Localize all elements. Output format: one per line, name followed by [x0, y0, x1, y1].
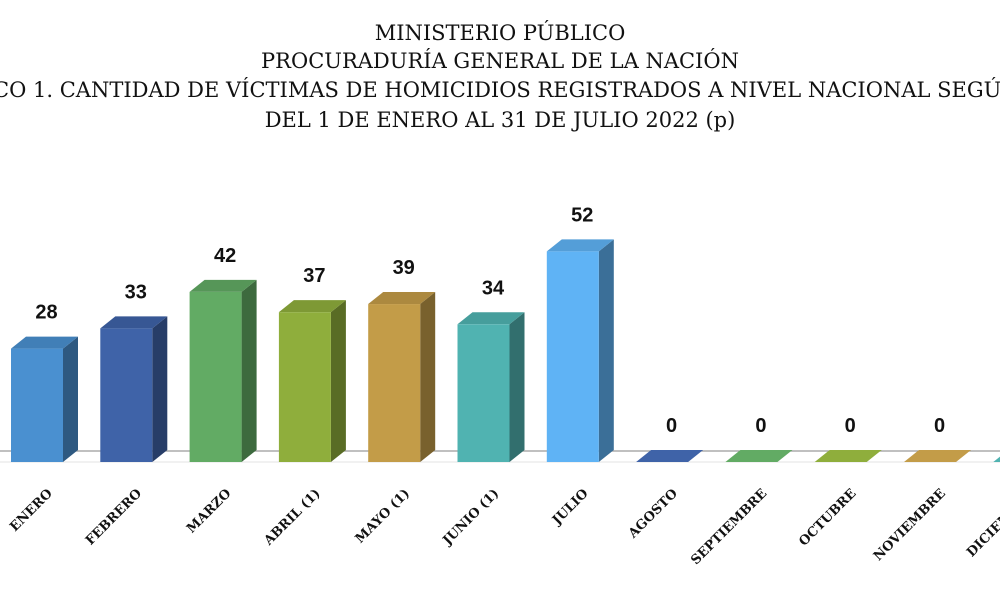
bar-flat: [904, 450, 971, 462]
category-label: ENERO: [7, 486, 56, 535]
bar-7: [546, 239, 614, 462]
bar-side: [330, 300, 346, 462]
title-line-1: MINISTERIO PÚBLICO: [375, 20, 626, 45]
title-line-2: PROCURADURÍA GENERAL DE LA NACIÓN: [261, 48, 739, 73]
category-label: OCTUBRE: [796, 486, 859, 549]
chart-title: MINISTERIO PÚBLICO PROCURADURÍA GENERAL …: [0, 20, 1000, 132]
category-label: MAYO (1): [353, 486, 413, 546]
category-label: MARZO: [184, 486, 234, 536]
bar-3: [189, 279, 257, 462]
value-label: 42: [214, 245, 236, 267]
category-label: FEBRERO: [83, 486, 145, 548]
category-label: JULIO: [549, 486, 591, 528]
bar-front: [278, 312, 331, 462]
bar-top: [189, 279, 257, 292]
category-label: DICIEMBRE: [964, 486, 1000, 560]
category-label: NOVIEMBRE: [871, 486, 949, 564]
bar-6: [457, 312, 525, 462]
bar-top: [100, 316, 168, 329]
value-label: 34: [482, 277, 505, 299]
bar-side: [241, 279, 257, 462]
value-label: 0: [666, 415, 677, 437]
bar-side: [598, 239, 614, 462]
bar-11: [904, 450, 971, 462]
bar-4: [278, 300, 346, 462]
category-label: SEPTIEMBRE: [688, 486, 770, 568]
bar-top: [11, 336, 78, 349]
title-line-3: GRÁFICO 1. CANTIDAD DE VÍCTIMAS DE HOMIC…: [0, 77, 1000, 102]
value-label: 37: [303, 265, 325, 287]
bar-side: [152, 316, 168, 462]
value-label: 0: [755, 415, 766, 437]
bar-5: [368, 292, 436, 462]
bar-front: [100, 328, 153, 462]
bar-front: [368, 304, 421, 462]
category-labels: ENERO FEBRERO MARZO ABRIL (1) MAYO (1) JUNIO …: [7, 486, 1000, 568]
bar-front: [189, 291, 242, 462]
bar-12: [993, 456, 1000, 462]
value-label: 28: [35, 302, 57, 324]
bar-side: [63, 336, 78, 462]
value-label: 39: [393, 257, 415, 279]
bar-flat: [725, 450, 793, 462]
value-label: 0: [845, 415, 856, 437]
bar-top: [457, 312, 525, 325]
category-label: AGOSTO: [625, 486, 681, 542]
bar-8: [636, 450, 704, 462]
bar-flat: [636, 450, 704, 462]
bar-side: [420, 292, 436, 462]
value-label: 0: [934, 415, 945, 437]
value-labels: 28 33 42 37 39 34 52 0 0 0 0: [35, 204, 945, 437]
value-label: 52: [571, 204, 593, 226]
bar-9: [725, 450, 793, 462]
bar-top: [368, 292, 436, 305]
value-label: 33: [125, 281, 147, 303]
bar-top: [546, 239, 614, 252]
bar-side: [509, 312, 525, 462]
bars: [11, 239, 1000, 462]
bar-1: [11, 336, 78, 462]
category-label: ABRIL (1): [261, 486, 324, 549]
bar-front: [546, 251, 599, 462]
bar-front: [11, 348, 63, 462]
bar-top: [278, 300, 346, 313]
bar-flat: [814, 450, 882, 462]
bar-10: [814, 450, 882, 462]
bar-2: [100, 316, 168, 462]
title-line-4: DEL 1 DE ENERO AL 31 DE JULIO 2022 (p): [265, 108, 736, 132]
bar-flat: [993, 456, 1000, 462]
bar-front: [457, 324, 510, 462]
category-label: JUNIO (1): [440, 486, 503, 549]
